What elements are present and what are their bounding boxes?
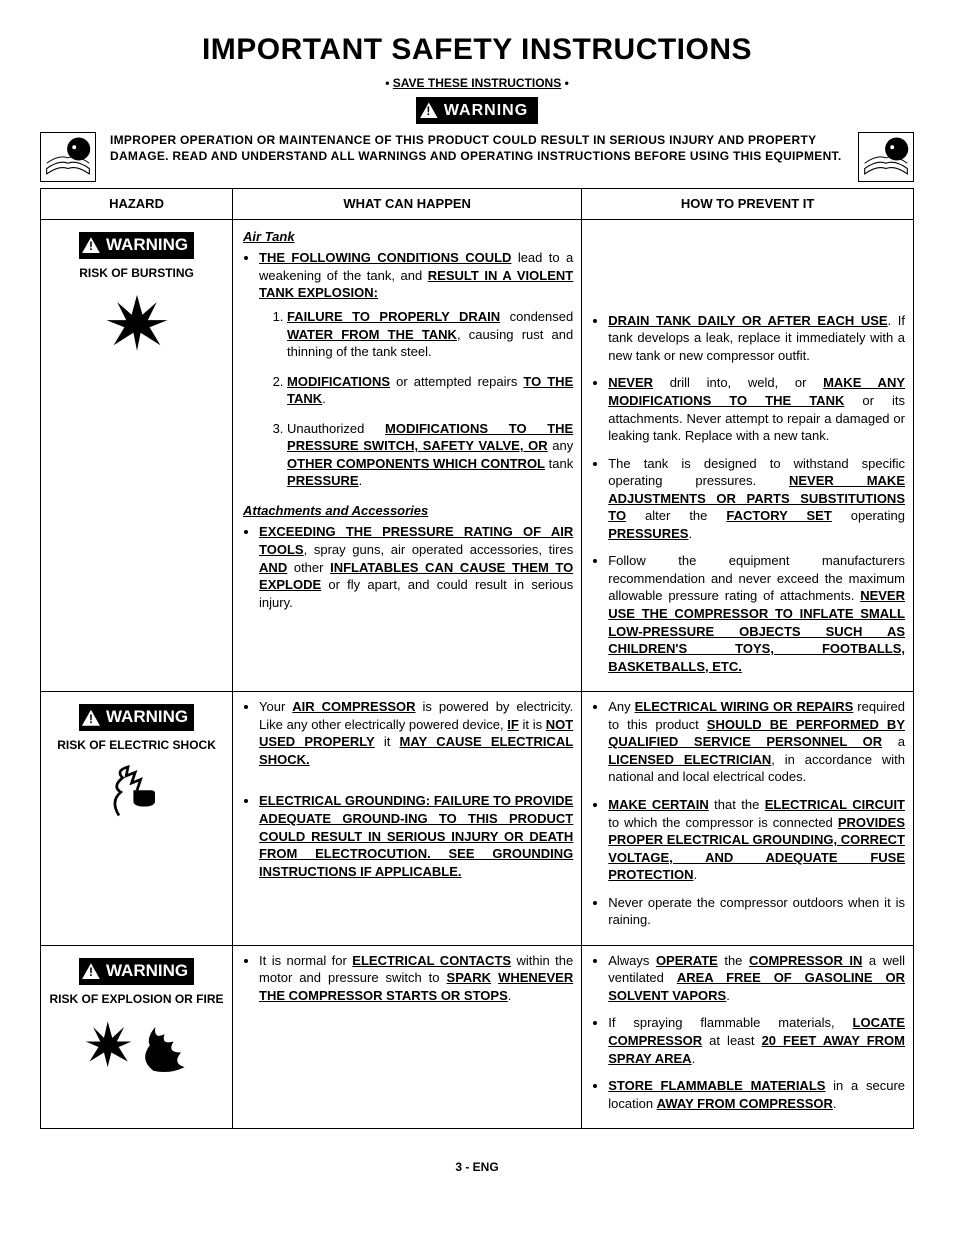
warning-badge: WARNING [79,704,194,731]
page-footer: 3 - ENG [40,1159,914,1175]
hazard-label: RISK OF ELECTRIC SHOCK [49,737,224,753]
list-item: DRAIN TANK DAILY OR AFTER EACH USE. If t… [608,312,905,365]
shock-icon [101,761,173,825]
list-item: Always OPERATE the COMPRESSOR IN a well … [608,952,905,1005]
page-title: IMPORTANT SAFETY INSTRUCTIONS [40,30,914,71]
warning-triangle-icon [420,102,438,118]
warning-triangle-icon [82,710,100,726]
read-manual-icon-left [40,132,96,182]
row-electric-shock: WARNING RISK OF ELECTRIC SHOCK Your AIR … [41,692,914,946]
list-item: It is normal for ELECTRICAL CONTACTS wit… [259,952,573,1005]
list-item: If spraying flammable materials, LOCATE … [608,1014,905,1067]
warning-badge: WARNING [79,958,194,985]
list-item: STORE FLAMMABLE MATERIALS in a secure lo… [608,1077,905,1112]
list-item: NEVER drill into, weld, or MAKE ANY MODI… [608,374,905,444]
warning-triangle-icon [82,237,100,253]
section-attachments: Attachments and Accessories [243,502,573,520]
row-bursting: WARNING RISK OF BURSTING Air Tank THE FO… [41,219,914,691]
list-item: EXCEEDING THE PRESSURE RATING OF AIR TOO… [259,523,573,611]
warning-badge: WARNING [79,232,194,259]
explosion-fire-icon [82,1015,192,1079]
list-item: Your AIR COMPRESSOR is powered by electr… [259,698,573,768]
list-item: Never operate the compressor outdoors wh… [608,894,905,929]
th-what: WHAT CAN HAPPEN [233,189,582,220]
th-prevent: HOW TO PREVENT IT [582,189,914,220]
hazard-label: RISK OF EXPLOSION OR FIRE [49,991,224,1007]
section-air-tank: Air Tank [243,228,573,246]
hazard-label: RISK OF BURSTING [49,265,224,281]
list-item: Unauthorized MODIFICATIONS TO THE PRESSU… [287,420,573,490]
list-item: THE FOLLOWING CONDITIONS COULD lead to a… [259,249,573,490]
subtitle: • SAVE THESE INSTRUCTIONS • [40,75,914,91]
list-item: Any ELECTRICAL WIRING OR REPAIRS require… [608,698,905,786]
th-hazard: HAZARD [41,189,233,220]
list-item: MODIFICATIONS or attempted repairs TO TH… [287,373,573,408]
bursting-icon [101,289,173,353]
list-item: The tank is designed to withstand specif… [608,455,905,543]
list-item: ELECTRICAL GROUNDING: FAILURE TO PROVIDE… [259,792,573,880]
intro-paragraph: IMPROPER OPERATION OR MAINTENANCE OF THI… [110,132,844,164]
list-item: MAKE CERTAIN that the ELECTRICAL CIRCUIT… [608,796,905,884]
list-item: FAILURE TO PROPERLY DRAIN condensed WATE… [287,308,573,361]
hazard-table: HAZARD WHAT CAN HAPPEN HOW TO PREVENT IT… [40,188,914,1129]
top-warning-banner: WARNING [416,97,538,125]
warning-triangle-icon [82,963,100,979]
row-explosion-fire: WARNING RISK OF EXPLOSION OR FIRE It is … [41,945,914,1128]
read-manual-icon-right [858,132,914,182]
list-item: Follow the equipment manufacturers recom… [608,552,905,675]
